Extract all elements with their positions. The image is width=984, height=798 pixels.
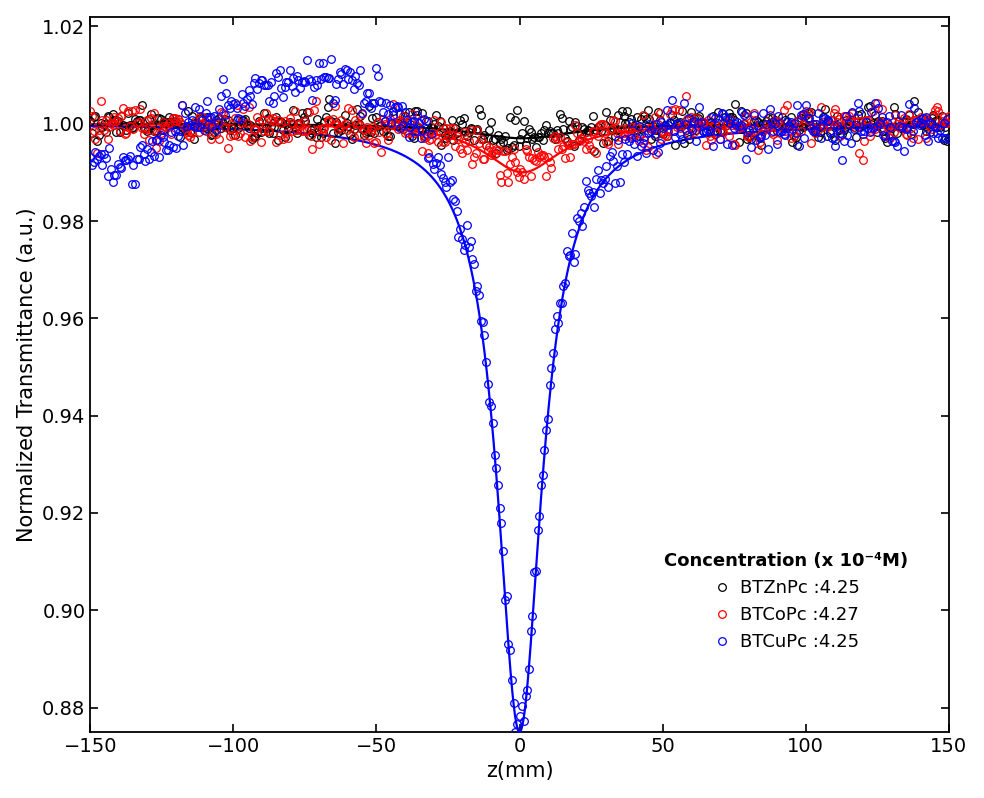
BTCuPc :4.25 [326,54,338,64]
BTCuPc :4.25 [599,174,611,184]
Line: BTZnPc :4.25: BTZnPc :4.25 [87,95,953,156]
BTCoPc :4.27 [680,91,692,101]
Line: BTCoPc :4.27: BTCoPc :4.27 [87,93,953,186]
BTCoPc :4.27 [85,106,96,116]
BTCuPc :4.25 [926,120,938,129]
BTZnPc :4.25 [791,140,803,150]
BTCoPc :4.27 [503,178,515,188]
BTZnPc :4.25 [490,148,502,157]
BTZnPc :4.25 [926,113,938,123]
BTZnPc :4.25 [85,117,96,126]
BTCuPc :4.25 [513,738,524,748]
BTCuPc :4.25 [791,100,803,109]
BTZnPc :4.25 [501,145,513,155]
BTZnPc :4.25 [943,132,954,142]
BTZnPc :4.25 [599,120,611,129]
BTCoPc :4.27 [791,117,803,126]
BTCuPc :4.25 [85,152,96,161]
BTCuPc :4.25 [499,595,511,605]
BTCoPc :4.27 [497,147,509,156]
Line: BTCuPc :4.25: BTCuPc :4.25 [87,56,953,747]
BTCuPc :4.25 [552,318,564,328]
BTCoPc :4.27 [492,145,504,155]
Legend: BTZnPc :4.25, BTCoPc :4.27, BTCuPc :4.25: BTZnPc :4.25, BTCoPc :4.27, BTCuPc :4.25 [649,538,923,666]
BTZnPc :4.25 [552,128,564,138]
BTZnPc :4.25 [496,134,508,144]
BTCoPc :4.27 [926,124,938,134]
BTCuPc :4.25 [943,134,954,144]
BTCoPc :4.27 [943,112,954,121]
BTCoPc :4.27 [597,120,609,129]
Y-axis label: Normalized Transmittance (a.u.): Normalized Transmittance (a.u.) [17,207,36,542]
X-axis label: z(mm): z(mm) [486,761,553,781]
BTZnPc :4.25 [324,94,336,104]
BTCoPc :4.27 [551,134,563,144]
BTCuPc :4.25 [494,504,506,513]
